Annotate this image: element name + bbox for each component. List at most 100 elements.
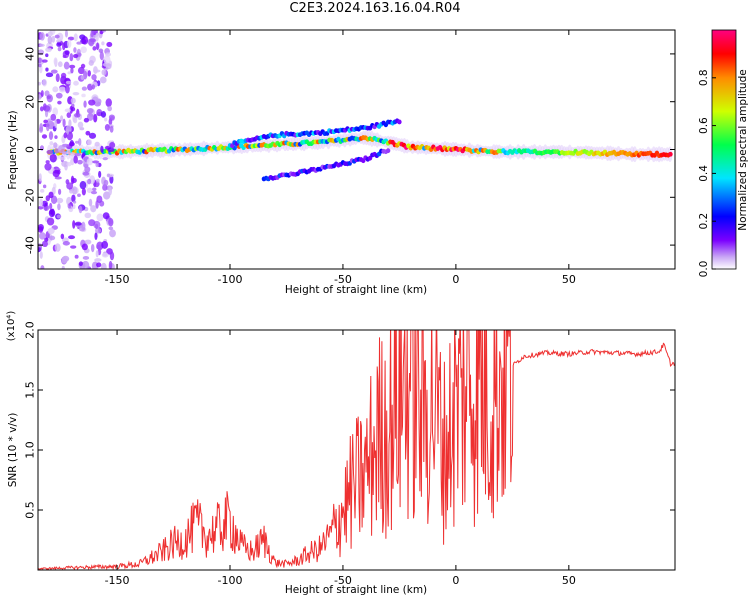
noise-speckle [76,41,82,45]
noise-speckle [103,55,111,65]
noise-speckle [86,187,93,194]
noise-speckle [58,86,66,93]
noise-speckle [72,204,76,210]
noise-speckle [95,162,99,168]
noise-speckle [72,92,80,96]
noise-speckle [86,108,94,114]
noise-speckle [38,205,44,210]
x-tick-label: -50 [334,574,352,587]
noise-speckle [77,66,85,75]
noise-speckle [66,182,74,190]
noise-speckle [77,159,83,165]
y-tick-label: 20 [24,95,37,109]
noise-speckle [101,240,109,249]
noise-speckle [49,235,56,241]
noise-speckle [41,134,48,139]
top-x-axis: -150 -100 -50 0 50 [105,30,576,286]
noise-speckle [88,219,96,227]
noise-speckle [106,173,111,178]
noise-speckle [55,92,63,99]
noise-speckle [109,125,114,133]
noise-speckle [61,265,65,269]
noise-speckle [63,61,70,70]
noise-speckle [96,42,100,51]
noise-speckle [93,113,98,123]
noise-speckle [82,256,90,260]
noise-speckle [69,53,74,62]
x-tick-label: -150 [105,574,130,587]
spectral-cell [668,151,673,157]
noise-speckle [94,141,100,147]
x-tick-label: -100 [218,273,243,286]
noise-speckle [100,145,104,153]
snr-multiplier-label: (x10⁴) [6,311,17,342]
noise-speckle [50,113,57,121]
noise-speckle [84,212,92,219]
noise-speckle [103,191,111,200]
noise-speckle [94,232,98,240]
noise-speckle [78,205,83,214]
snr-series-line [38,330,675,570]
noise-speckle [39,106,44,112]
noise-speckle [45,160,50,164]
colorbar: 0.0 0.2 0.4 0.6 0.8 Normalized spectral ampl… [698,29,749,277]
noise-speckle [73,80,79,86]
noise-speckle [62,54,67,58]
noise-speckle [80,63,86,69]
noise-speckle [84,239,92,245]
noise-speckle [48,191,54,199]
noise-speckle [87,70,91,77]
noise-speckle [85,130,91,136]
noise-speckle [109,251,115,261]
noise-speckle [87,178,92,185]
spectral-cell [397,119,402,125]
noise-speckle [67,39,72,48]
noise-speckle [82,260,90,269]
noise-speckle [42,79,48,87]
noise-speckle [39,198,44,207]
noise-speckle [81,86,87,91]
noise-speckle [71,186,78,195]
noise-speckle [87,139,92,146]
noise-speckle [96,213,104,222]
noise-speckle [83,100,87,108]
noise-speckle [63,132,68,139]
x-tick-label: 50 [562,273,576,286]
noise-speckle [38,63,42,68]
noise-speckle [94,258,102,262]
noise-speckle [38,94,42,100]
bottom-x-axis: -150 -100 -50 0 50 [105,330,576,587]
y-tick-label: -40 [24,236,37,254]
noise-speckle [95,32,99,42]
noise-speckle [74,152,82,157]
noise-speckle [78,261,83,267]
noise-speckle [103,179,109,186]
noise-speckle [45,53,49,58]
noise-speckle [56,42,62,47]
noise-speckle [77,121,84,129]
noise-speckle [47,118,52,125]
noise-speckle [56,32,64,42]
noise-speckle [94,227,102,234]
noise-speckle [65,80,72,85]
noise-speckle [104,124,110,131]
colorbar-tick-label: 0.2 [698,213,710,230]
noise-speckle [45,122,50,132]
noise-speckle [105,63,112,70]
noise-speckle [73,47,77,53]
noise-speckle [88,99,96,106]
noise-speckle [81,93,86,98]
noise-speckle [61,151,67,155]
noise-speckle [54,243,61,252]
noise-speckle [61,256,68,264]
x-tick-label: -150 [105,273,130,286]
noise-speckle [38,246,41,253]
y-tick-label: 0.5 [24,501,37,519]
noise-speckle [93,69,101,73]
noise-speckle [95,250,99,258]
bottom-x-axis-label: Height of straight line (km) [285,584,427,596]
noise-speckle [79,180,87,190]
bottom-y-axis: 0.5 1.0 1.5 2.0 [24,321,675,519]
noise-speckle [69,189,74,194]
noise-speckle [80,46,87,54]
